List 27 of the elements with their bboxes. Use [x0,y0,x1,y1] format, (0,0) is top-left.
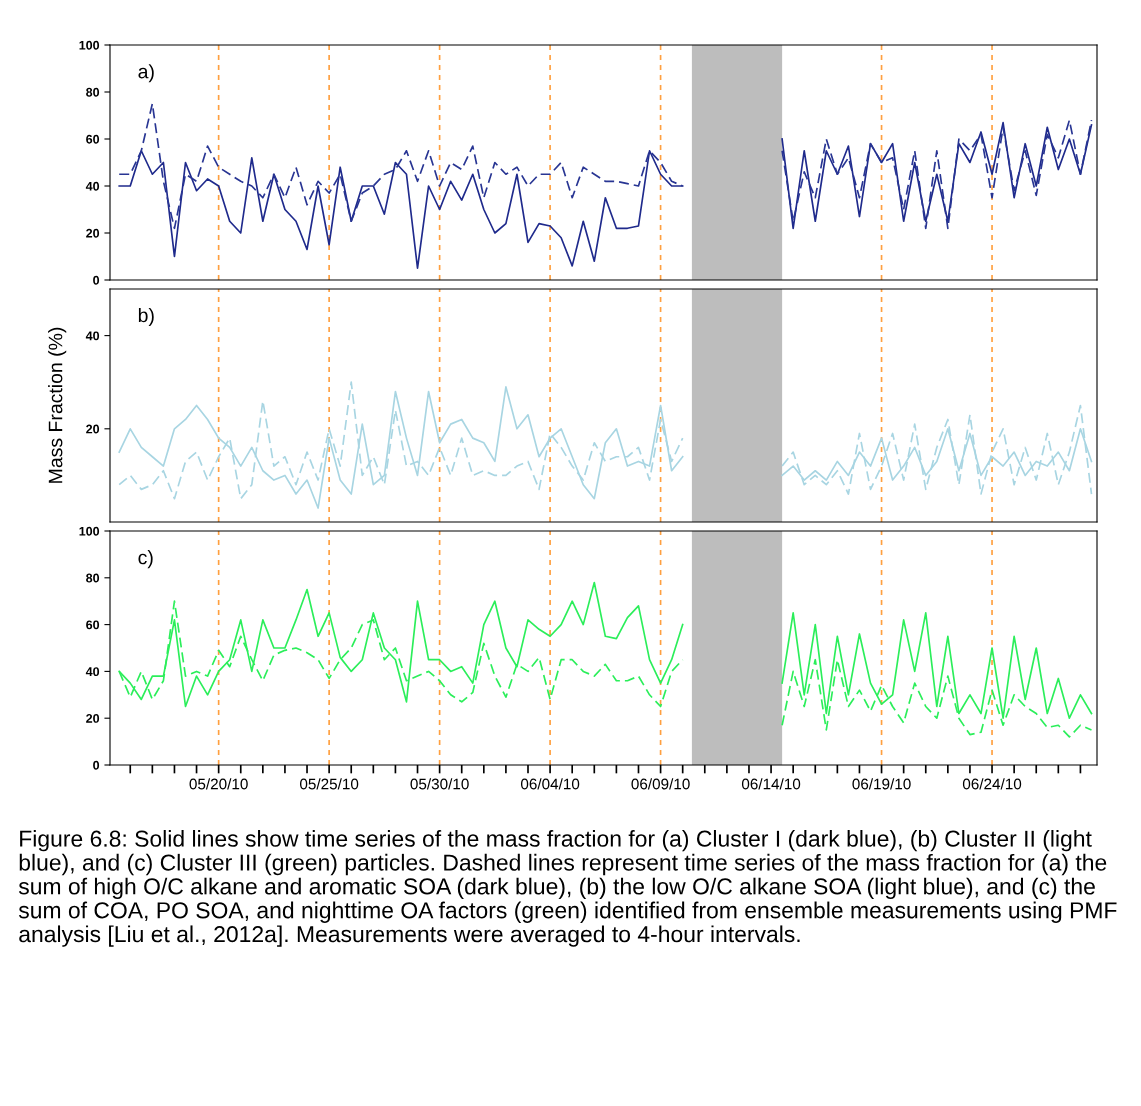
y-tick-label: 60 [86,134,100,144]
y-tick-label: 80 [86,573,100,583]
y-tick-label: 80 [86,87,100,97]
x-tick-label: 05/30/10 [410,778,469,790]
y-tick-label: 100 [79,40,100,50]
y-tick-label: 20 [86,714,100,723]
y-tick-label: 100 [79,526,100,536]
y-tick-label: 0 [93,760,100,770]
y-axis-title: Mass Fraction (%) [48,327,67,483]
y-tick-label: 0 [93,275,100,285]
x-tick-label: 06/14/10 [741,778,801,790]
y-tick-label: 40 [85,331,100,341]
y-tick-label: 40 [85,181,100,191]
x-tick-label: 06/19/10 [852,778,911,790]
x-tick-label: 05/25/10 [299,778,359,790]
caption: Figure 6.8: Solid lines show time series of the mass fraction for (a) Cluster I (dark blue), (b) Cluster II (light blue), and (c) Cluster III (green) particles. Dashed lines represent time series of the mass fraction for (a) the sum of high O/C alkane and aromatic SOA (dark blue), (b) the low O/C alkane SOA (light blue), and (c) the sum of COA, PO SOA, and nighttime OA factors (green) identified from ensemble measurements using PMF analysis [Liu et al., 2012a]. Measurements were averaged to 4-hour intervals. [18,830,1117,947]
x-tick-label: 06/24/10 [962,778,1022,790]
x-tick-label: 05/20/10 [189,778,248,790]
y-tick-label: 40 [85,667,100,677]
x-tick-label: 06/09/10 [631,778,690,790]
annotation: a) [138,64,154,83]
y-tick-label: 20 [86,424,100,434]
annotation: b) [138,307,154,327]
y-tick-label: 20 [86,228,100,238]
x-tick-label: 06/04/10 [520,778,580,790]
y-tick-label: 60 [86,620,100,630]
annotation: c) [138,550,153,569]
